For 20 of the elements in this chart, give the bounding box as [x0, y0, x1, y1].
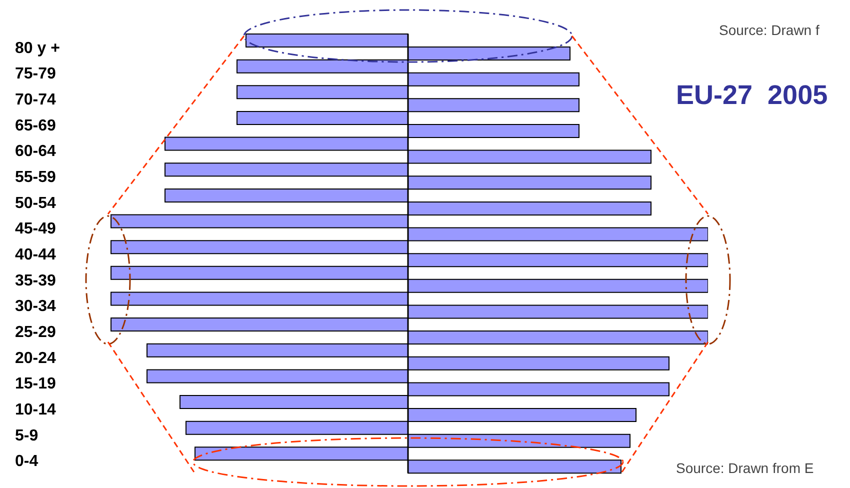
- y-tick-label: 30-34: [15, 298, 56, 316]
- y-tick-label: 55-59: [15, 169, 56, 186]
- y-tick-label: 5-9: [15, 427, 38, 444]
- source-note: Source: Drawn f: [719, 22, 820, 38]
- y-tick-label: 35-39: [15, 272, 56, 290]
- y-tick-label: 65-69: [15, 117, 56, 134]
- y-tick-label: 45-49: [15, 220, 56, 238]
- y-tick-label: 40-44: [15, 246, 56, 264]
- y-tick-label: 70-74: [15, 92, 56, 109]
- y-tick-label: 10-14: [15, 401, 56, 418]
- y-tick-label: 20-24: [15, 350, 56, 367]
- y-tick-label: 0-4: [15, 453, 38, 470]
- y-tick-label: 60-64: [15, 143, 56, 160]
- y-tick-label: 15-19: [15, 376, 56, 393]
- y-tick-label: 80 y +: [15, 40, 60, 57]
- y-tick-label: 75-79: [15, 66, 56, 83]
- y-tick-label: 50-54: [15, 194, 56, 212]
- text: EU-27 2005: [676, 80, 828, 111]
- y-tick-label: 25-29: [15, 324, 56, 341]
- annotation: Source: Drawn from E: [676, 460, 814, 476]
